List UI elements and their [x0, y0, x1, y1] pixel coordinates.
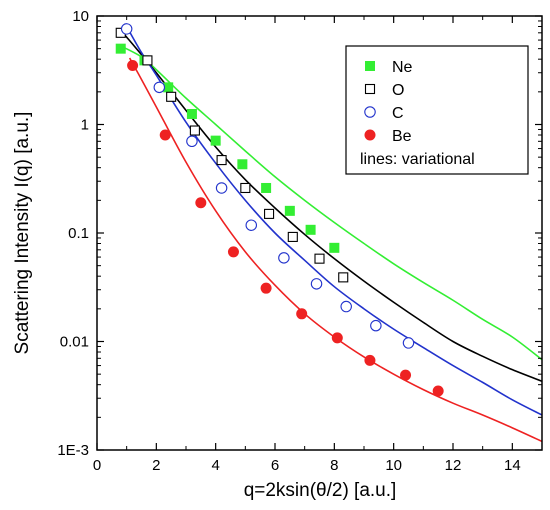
point-be: [400, 369, 412, 381]
point-o: [264, 208, 275, 219]
point-o: [314, 253, 325, 264]
point-be: [227, 246, 239, 258]
point-o: [166, 91, 177, 102]
point-ne: [305, 224, 316, 235]
legend: Ne OC Be lines: variational: [345, 45, 529, 175]
point-c: [402, 337, 415, 349]
y-axis-title: Scattering Intensity I(q) [a.u.]: [12, 112, 33, 355]
point-ne: [210, 135, 221, 146]
point-ne: [237, 159, 248, 170]
legend-label-ne: Ne: [392, 59, 413, 76]
x-tick-label: 6: [271, 457, 279, 474]
point-c: [370, 319, 382, 332]
point-be: [195, 197, 207, 209]
data-points: [115, 23, 444, 397]
point-c: [153, 81, 166, 94]
legend-label-o: O: [392, 82, 404, 99]
y-tick-label: 0.01: [60, 334, 89, 351]
axis-ticks: 0 2 4 6 8 10 12 14 1E-3 0.01 0.1 1 10: [57, 8, 542, 474]
point-c: [186, 135, 198, 148]
point-be: [432, 385, 444, 397]
point-be: [331, 332, 343, 344]
y-tick-label: 0.1: [68, 225, 89, 242]
legend-label-be: Be: [392, 128, 412, 145]
legend-box: [345, 45, 529, 175]
y-tick-label: 1E-3: [57, 442, 89, 459]
point-ne: [284, 205, 295, 216]
x-tick-label: 4: [211, 457, 219, 474]
x-tick-label: 12: [445, 457, 462, 474]
point-be: [159, 129, 171, 141]
point-be: [296, 308, 308, 320]
y-tick-label: 10: [72, 8, 89, 25]
point-o: [338, 272, 349, 283]
point-o: [189, 125, 200, 136]
x-tick-label: 14: [504, 457, 521, 474]
point-ne: [261, 182, 272, 193]
point-ne: [329, 242, 340, 253]
point-ne: [163, 82, 174, 93]
legend-marker-ne: [365, 61, 375, 71]
point-o: [216, 155, 227, 166]
legend-marker-c: [364, 106, 376, 118]
x-axis-title: q=2ksin(θ/2) [a.u.]: [244, 480, 397, 501]
point-c: [215, 182, 228, 194]
x-tick-label: 0: [93, 457, 101, 474]
point-c: [245, 219, 258, 231]
point-o: [142, 55, 153, 66]
x-tick-label: 2: [152, 457, 160, 474]
legend-label-c: C: [392, 105, 404, 122]
point-be: [364, 354, 376, 366]
point-be: [127, 59, 139, 71]
x-tick-label: 8: [330, 457, 338, 474]
legend-marker-be: [364, 129, 376, 141]
y-tick-label: 1: [81, 117, 89, 134]
point-c: [340, 300, 352, 313]
point-c: [278, 252, 290, 264]
legend-note: lines: variational: [360, 151, 475, 168]
legend-marker-o: [364, 83, 376, 95]
point-c: [310, 278, 323, 290]
point-c: [120, 23, 133, 35]
x-tick-label: 10: [385, 457, 402, 474]
point-ne: [115, 43, 126, 54]
point-o: [287, 231, 298, 242]
point-o: [240, 182, 251, 194]
point-be: [260, 282, 272, 294]
point-ne: [186, 108, 197, 119]
